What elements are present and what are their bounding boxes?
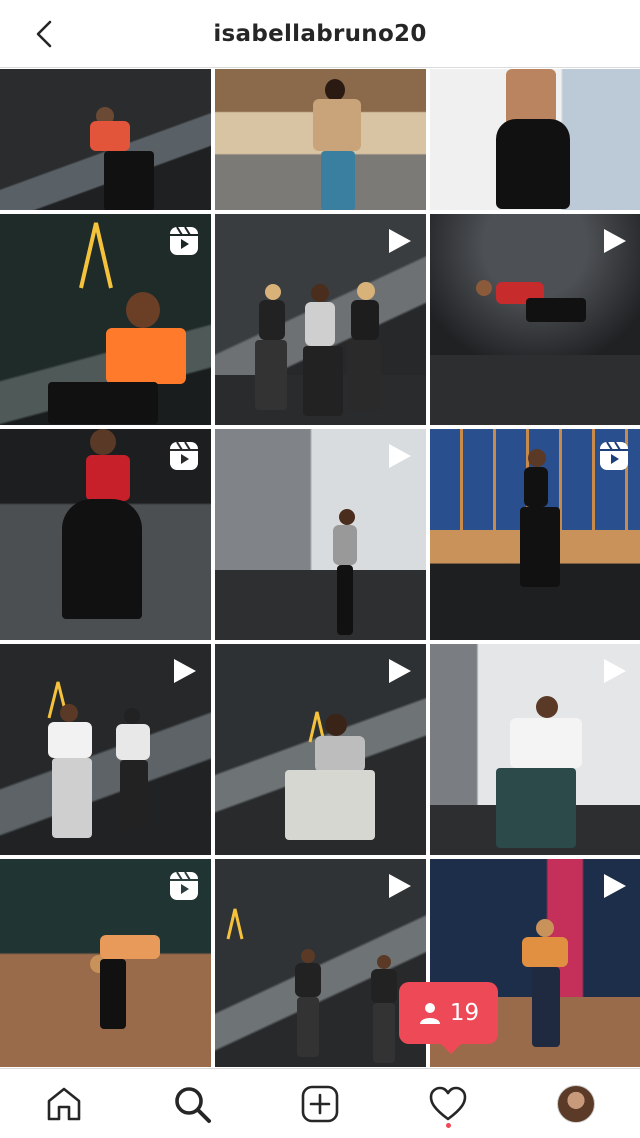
posts-grid (0, 69, 640, 1067)
post-tile[interactable] (430, 644, 640, 855)
post-tile[interactable] (215, 429, 426, 640)
post-tile[interactable] (0, 429, 211, 640)
play-icon (174, 659, 196, 683)
home-icon (47, 1087, 81, 1120)
play-icon (604, 659, 626, 683)
post-tile[interactable] (430, 69, 640, 210)
nav-search[interactable] (168, 1080, 216, 1128)
chevron-left-icon (36, 20, 52, 48)
create-icon (301, 1085, 339, 1122)
reels-icon (170, 441, 198, 470)
post-tile[interactable] (0, 859, 211, 1067)
follower-notification[interactable]: 19 (399, 982, 498, 1054)
back-button[interactable] (26, 16, 62, 52)
notification-count: 19 (449, 1000, 480, 1026)
play-icon (389, 229, 411, 253)
post-tile[interactable] (0, 644, 211, 855)
nav-create[interactable] (296, 1080, 344, 1128)
nav-home[interactable] (40, 1080, 88, 1128)
profile-header: isabellabruno20 (0, 0, 640, 68)
reels-icon (600, 441, 628, 470)
profile-username: isabellabruno20 (213, 20, 427, 47)
nav-profile[interactable] (552, 1080, 600, 1128)
play-icon (389, 874, 411, 898)
bottom-nav (0, 1068, 640, 1138)
post-tile[interactable] (215, 214, 426, 425)
play-icon (389, 659, 411, 683)
search-icon (175, 1086, 211, 1123)
play-icon (604, 229, 626, 253)
post-tile[interactable] (0, 69, 211, 210)
post-tile[interactable] (215, 644, 426, 855)
post-tile[interactable] (430, 214, 640, 425)
nav-activity[interactable] (424, 1080, 472, 1128)
post-tile[interactable] (215, 69, 426, 210)
post-tile[interactable] (430, 429, 640, 640)
reels-icon (170, 871, 198, 900)
activity-dot (446, 1122, 451, 1128)
profile-avatar (557, 1084, 595, 1123)
activity-icon (429, 1086, 467, 1120)
reels-icon (170, 226, 198, 255)
person-icon (419, 1003, 440, 1024)
post-tile[interactable] (215, 859, 426, 1067)
post-tile[interactable] (0, 214, 211, 425)
play-icon (389, 444, 411, 468)
play-icon (604, 874, 626, 898)
